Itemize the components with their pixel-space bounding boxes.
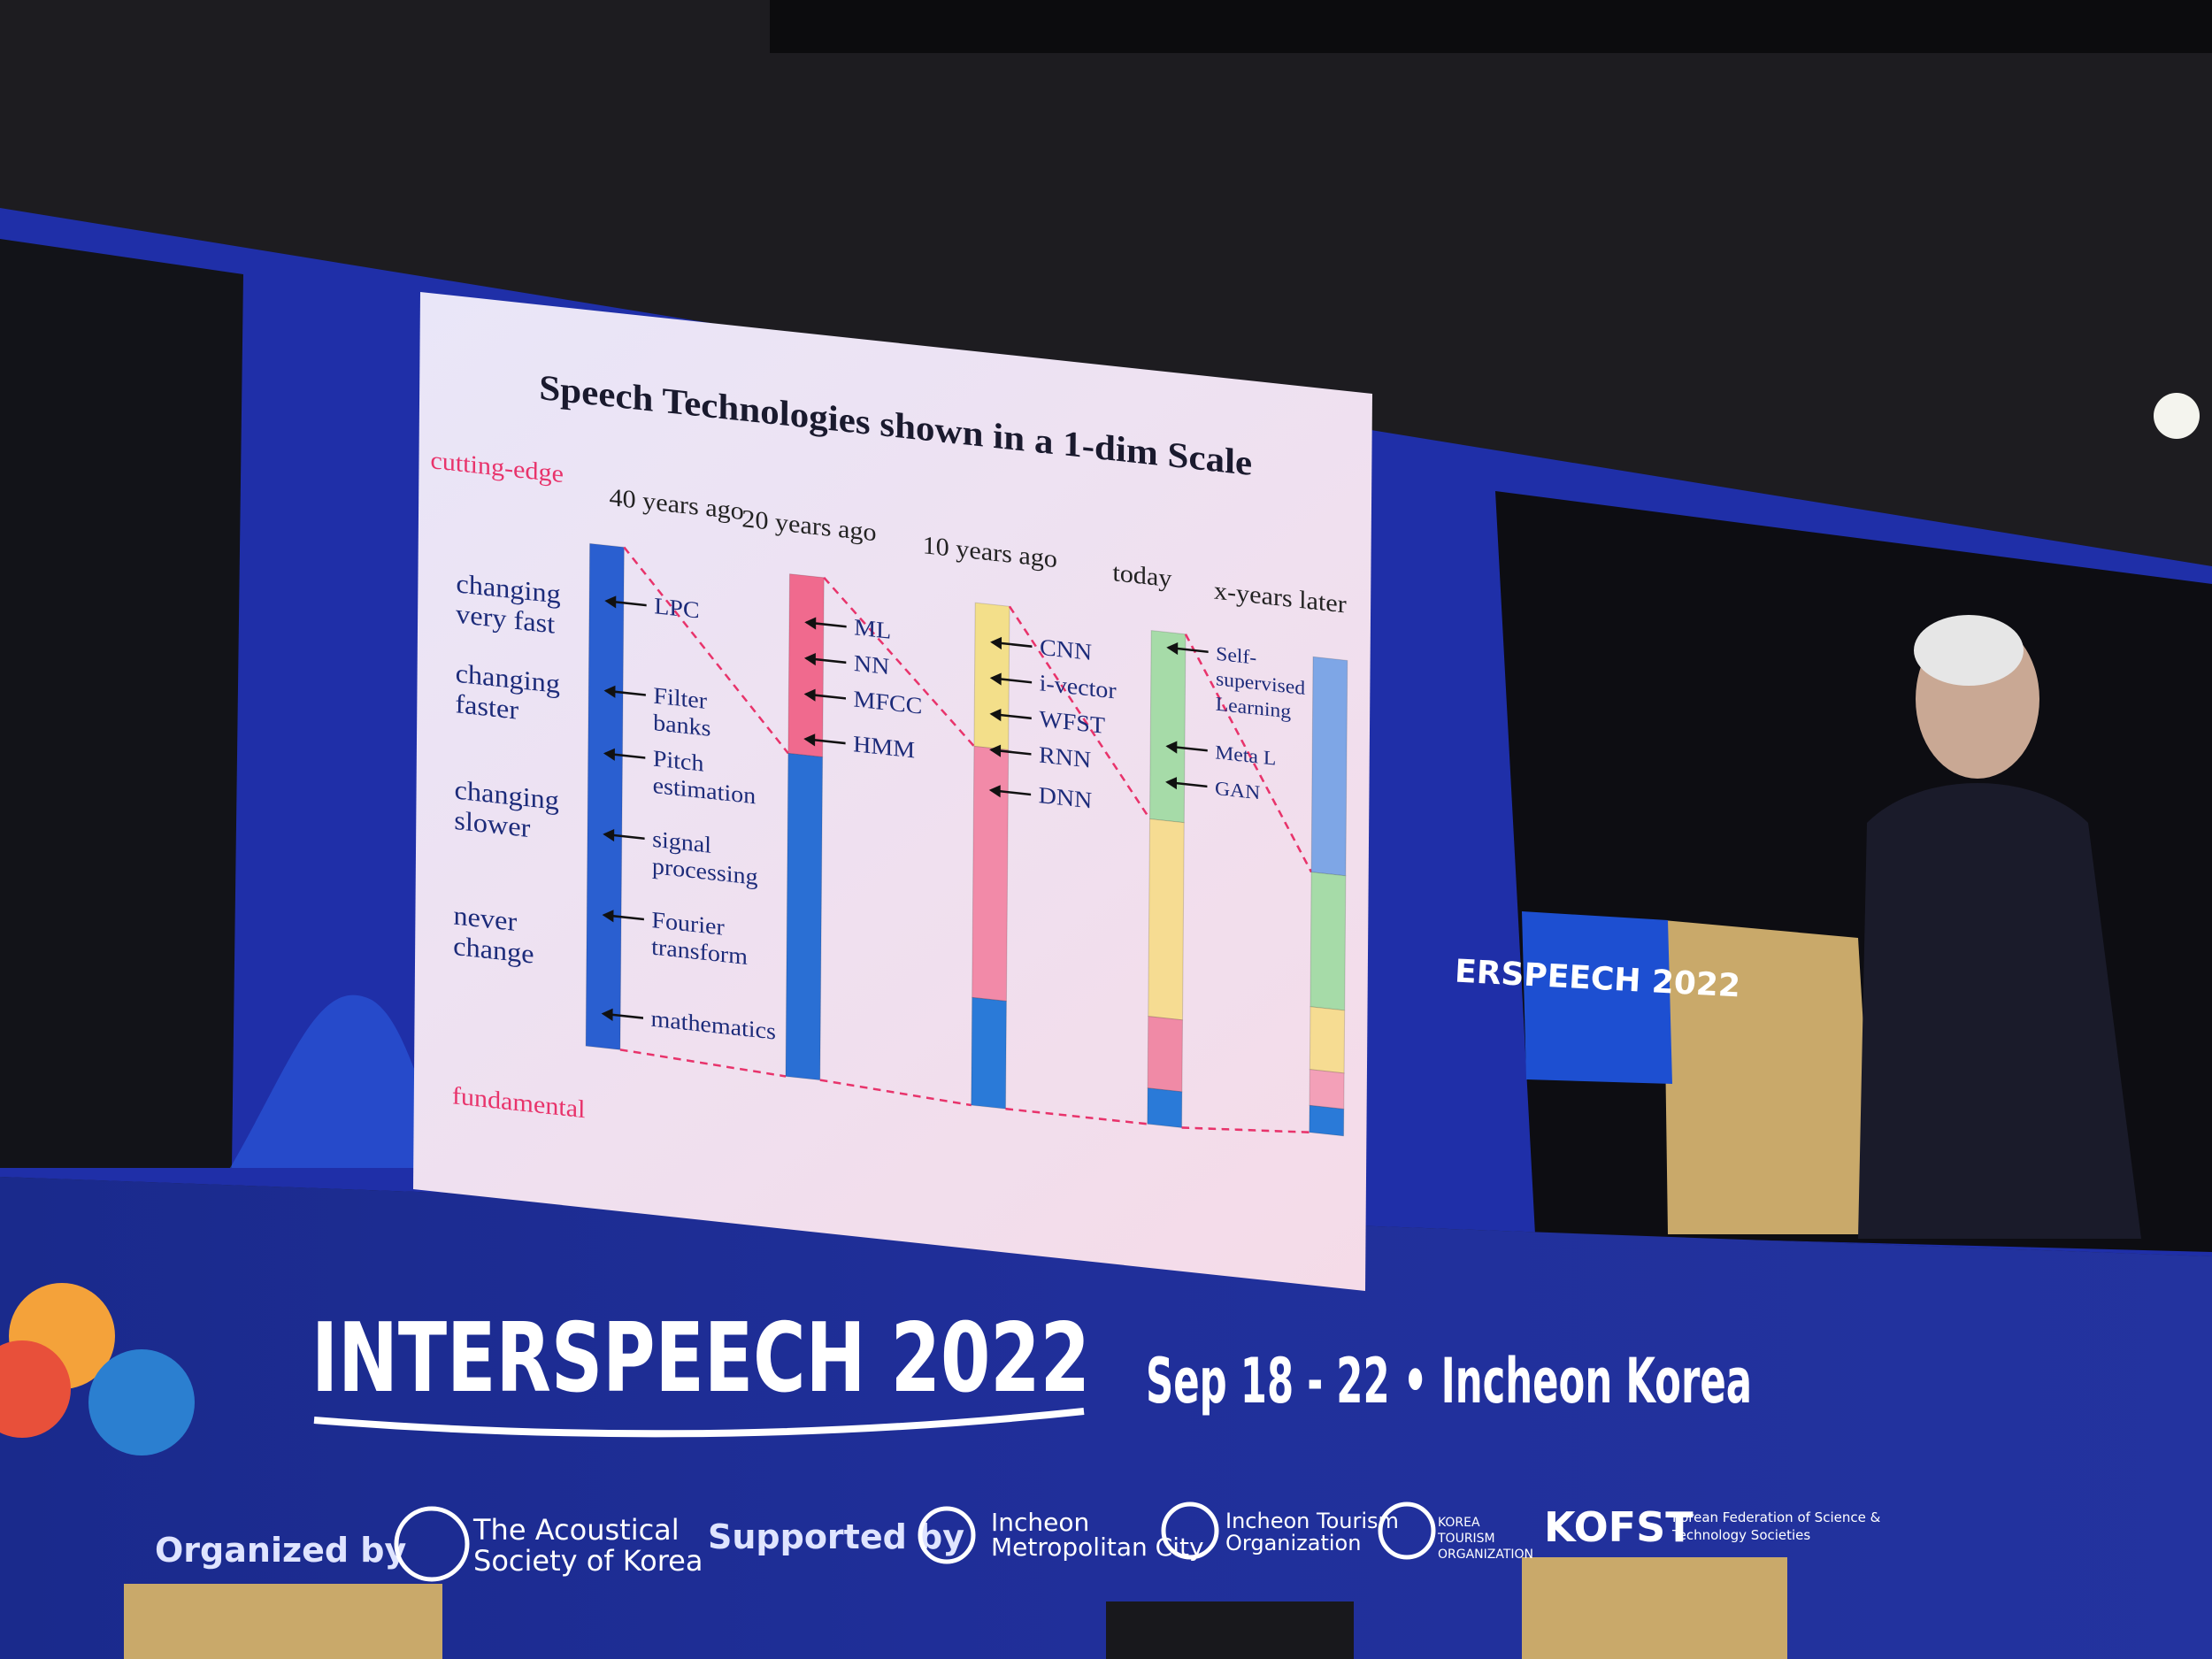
podium-sign bbox=[1522, 911, 1672, 1084]
arrow-head bbox=[988, 785, 1001, 798]
monitor bbox=[1106, 1601, 1354, 1659]
arrow-head bbox=[603, 828, 615, 842]
arrow-head bbox=[603, 685, 616, 698]
supporter-name: Organization bbox=[1225, 1531, 1361, 1555]
item-label: Filter bbox=[653, 682, 707, 713]
bar-segment bbox=[1309, 1006, 1346, 1074]
lectern bbox=[1522, 1557, 1787, 1659]
arrow-head bbox=[601, 1008, 613, 1021]
logo-circle bbox=[88, 1349, 195, 1455]
dashed-guide bbox=[1008, 605, 1151, 820]
bar-segment bbox=[1309, 1069, 1345, 1110]
arrow-head bbox=[989, 744, 1002, 757]
bar-segment bbox=[972, 745, 1010, 1002]
speaker-hair bbox=[1914, 615, 2024, 686]
row-label: faster bbox=[455, 688, 518, 726]
logo-swoosh bbox=[313, 1408, 1085, 1438]
lectern bbox=[124, 1584, 442, 1659]
organized-by: Organized by bbox=[155, 1531, 406, 1570]
organizer-name: The Acoustical bbox=[472, 1513, 680, 1547]
arrow-head bbox=[803, 688, 816, 702]
item-label: NN bbox=[854, 650, 890, 680]
item-label: Self- bbox=[1216, 641, 1256, 668]
slide-background bbox=[412, 292, 1372, 1292]
supporter-name: Technology Societies bbox=[1671, 1527, 1810, 1543]
arrow-head bbox=[1166, 641, 1179, 656]
supporter-name: KOFST bbox=[1544, 1503, 1694, 1551]
bar-segment bbox=[1147, 1087, 1183, 1129]
item-label: GAN bbox=[1215, 777, 1261, 804]
item-label: CNN bbox=[1040, 634, 1093, 665]
row-label: never bbox=[453, 900, 517, 937]
arrow-head bbox=[990, 636, 1002, 650]
dashed-guide bbox=[1005, 1107, 1148, 1125]
bar-segment bbox=[973, 602, 1010, 751]
item-label: ML bbox=[854, 614, 891, 643]
bar-segment bbox=[1148, 630, 1187, 824]
event-dates: Sep 18 - 22 • Incheon Korea bbox=[1146, 1345, 1752, 1417]
arrow-head bbox=[602, 910, 614, 923]
bar-segment bbox=[971, 996, 1007, 1110]
arrow-head bbox=[604, 595, 617, 609]
bar-segment bbox=[1310, 872, 1347, 1011]
logo-circle bbox=[0, 1340, 71, 1438]
event-name: INTERSPEECH 2022 bbox=[311, 1303, 1090, 1414]
bar-segment bbox=[1148, 818, 1185, 1021]
item-label: DNN bbox=[1039, 782, 1093, 814]
supporter-logo bbox=[918, 1506, 976, 1564]
organizer-name: Society of Korea bbox=[473, 1544, 703, 1578]
column-header: today bbox=[1112, 559, 1172, 593]
item-label: signal bbox=[652, 826, 711, 858]
dashed-guide bbox=[619, 1048, 787, 1078]
arrow-head bbox=[804, 617, 817, 630]
arrow-head bbox=[803, 733, 816, 747]
item-label: banks bbox=[653, 710, 710, 741]
supporter-logo bbox=[1378, 1502, 1436, 1560]
arrow-head bbox=[1165, 741, 1178, 754]
dashed-guide bbox=[819, 1079, 972, 1107]
dashed-guide bbox=[623, 546, 789, 755]
bar-segment bbox=[785, 752, 824, 1081]
item-label: LPC bbox=[654, 593, 700, 623]
arrow-head bbox=[989, 709, 1002, 722]
banner-text: INTERSPEECH 2022 Sep 18 - 22 • Incheon Ko… bbox=[155, 1303, 1881, 1582]
truss bbox=[770, 0, 2212, 53]
bar-segment bbox=[1310, 656, 1348, 877]
spotlight bbox=[2154, 393, 2200, 439]
video-podium bbox=[1663, 920, 1876, 1234]
supporter-name: Incheon Tourism bbox=[1225, 1509, 1399, 1533]
bar-segment bbox=[585, 542, 625, 1050]
supporter-name: TOURISM bbox=[1437, 1532, 1495, 1546]
dashed-guide bbox=[1184, 634, 1313, 873]
item-label: RNN bbox=[1039, 741, 1092, 772]
item-label: Pitch bbox=[653, 745, 704, 776]
arrow-head bbox=[603, 748, 615, 761]
slide: Speech Technologies shown in a 1-dim Sca… bbox=[412, 292, 1372, 1292]
organizer-logo bbox=[394, 1506, 470, 1582]
arrow-head bbox=[1165, 777, 1178, 790]
arrow-head bbox=[989, 672, 1002, 686]
supporter-name: Korean Federation of Science & bbox=[1672, 1509, 1881, 1525]
speaker-body bbox=[1858, 783, 2141, 1239]
bar-segment bbox=[1309, 1104, 1345, 1137]
dashed-guide bbox=[823, 577, 975, 748]
supporter-name: Incheon bbox=[991, 1508, 1089, 1537]
arrow-head bbox=[803, 653, 816, 666]
supporter-name: KOREA bbox=[1438, 1516, 1480, 1530]
banner bbox=[0, 1177, 2212, 1659]
bar-segment bbox=[1147, 1016, 1184, 1093]
supporter-logo bbox=[1161, 1502, 1219, 1560]
supporter-name: ORGANIZATION bbox=[1438, 1548, 1533, 1562]
left-panel bbox=[0, 239, 243, 1168]
bar-segment bbox=[787, 573, 825, 758]
